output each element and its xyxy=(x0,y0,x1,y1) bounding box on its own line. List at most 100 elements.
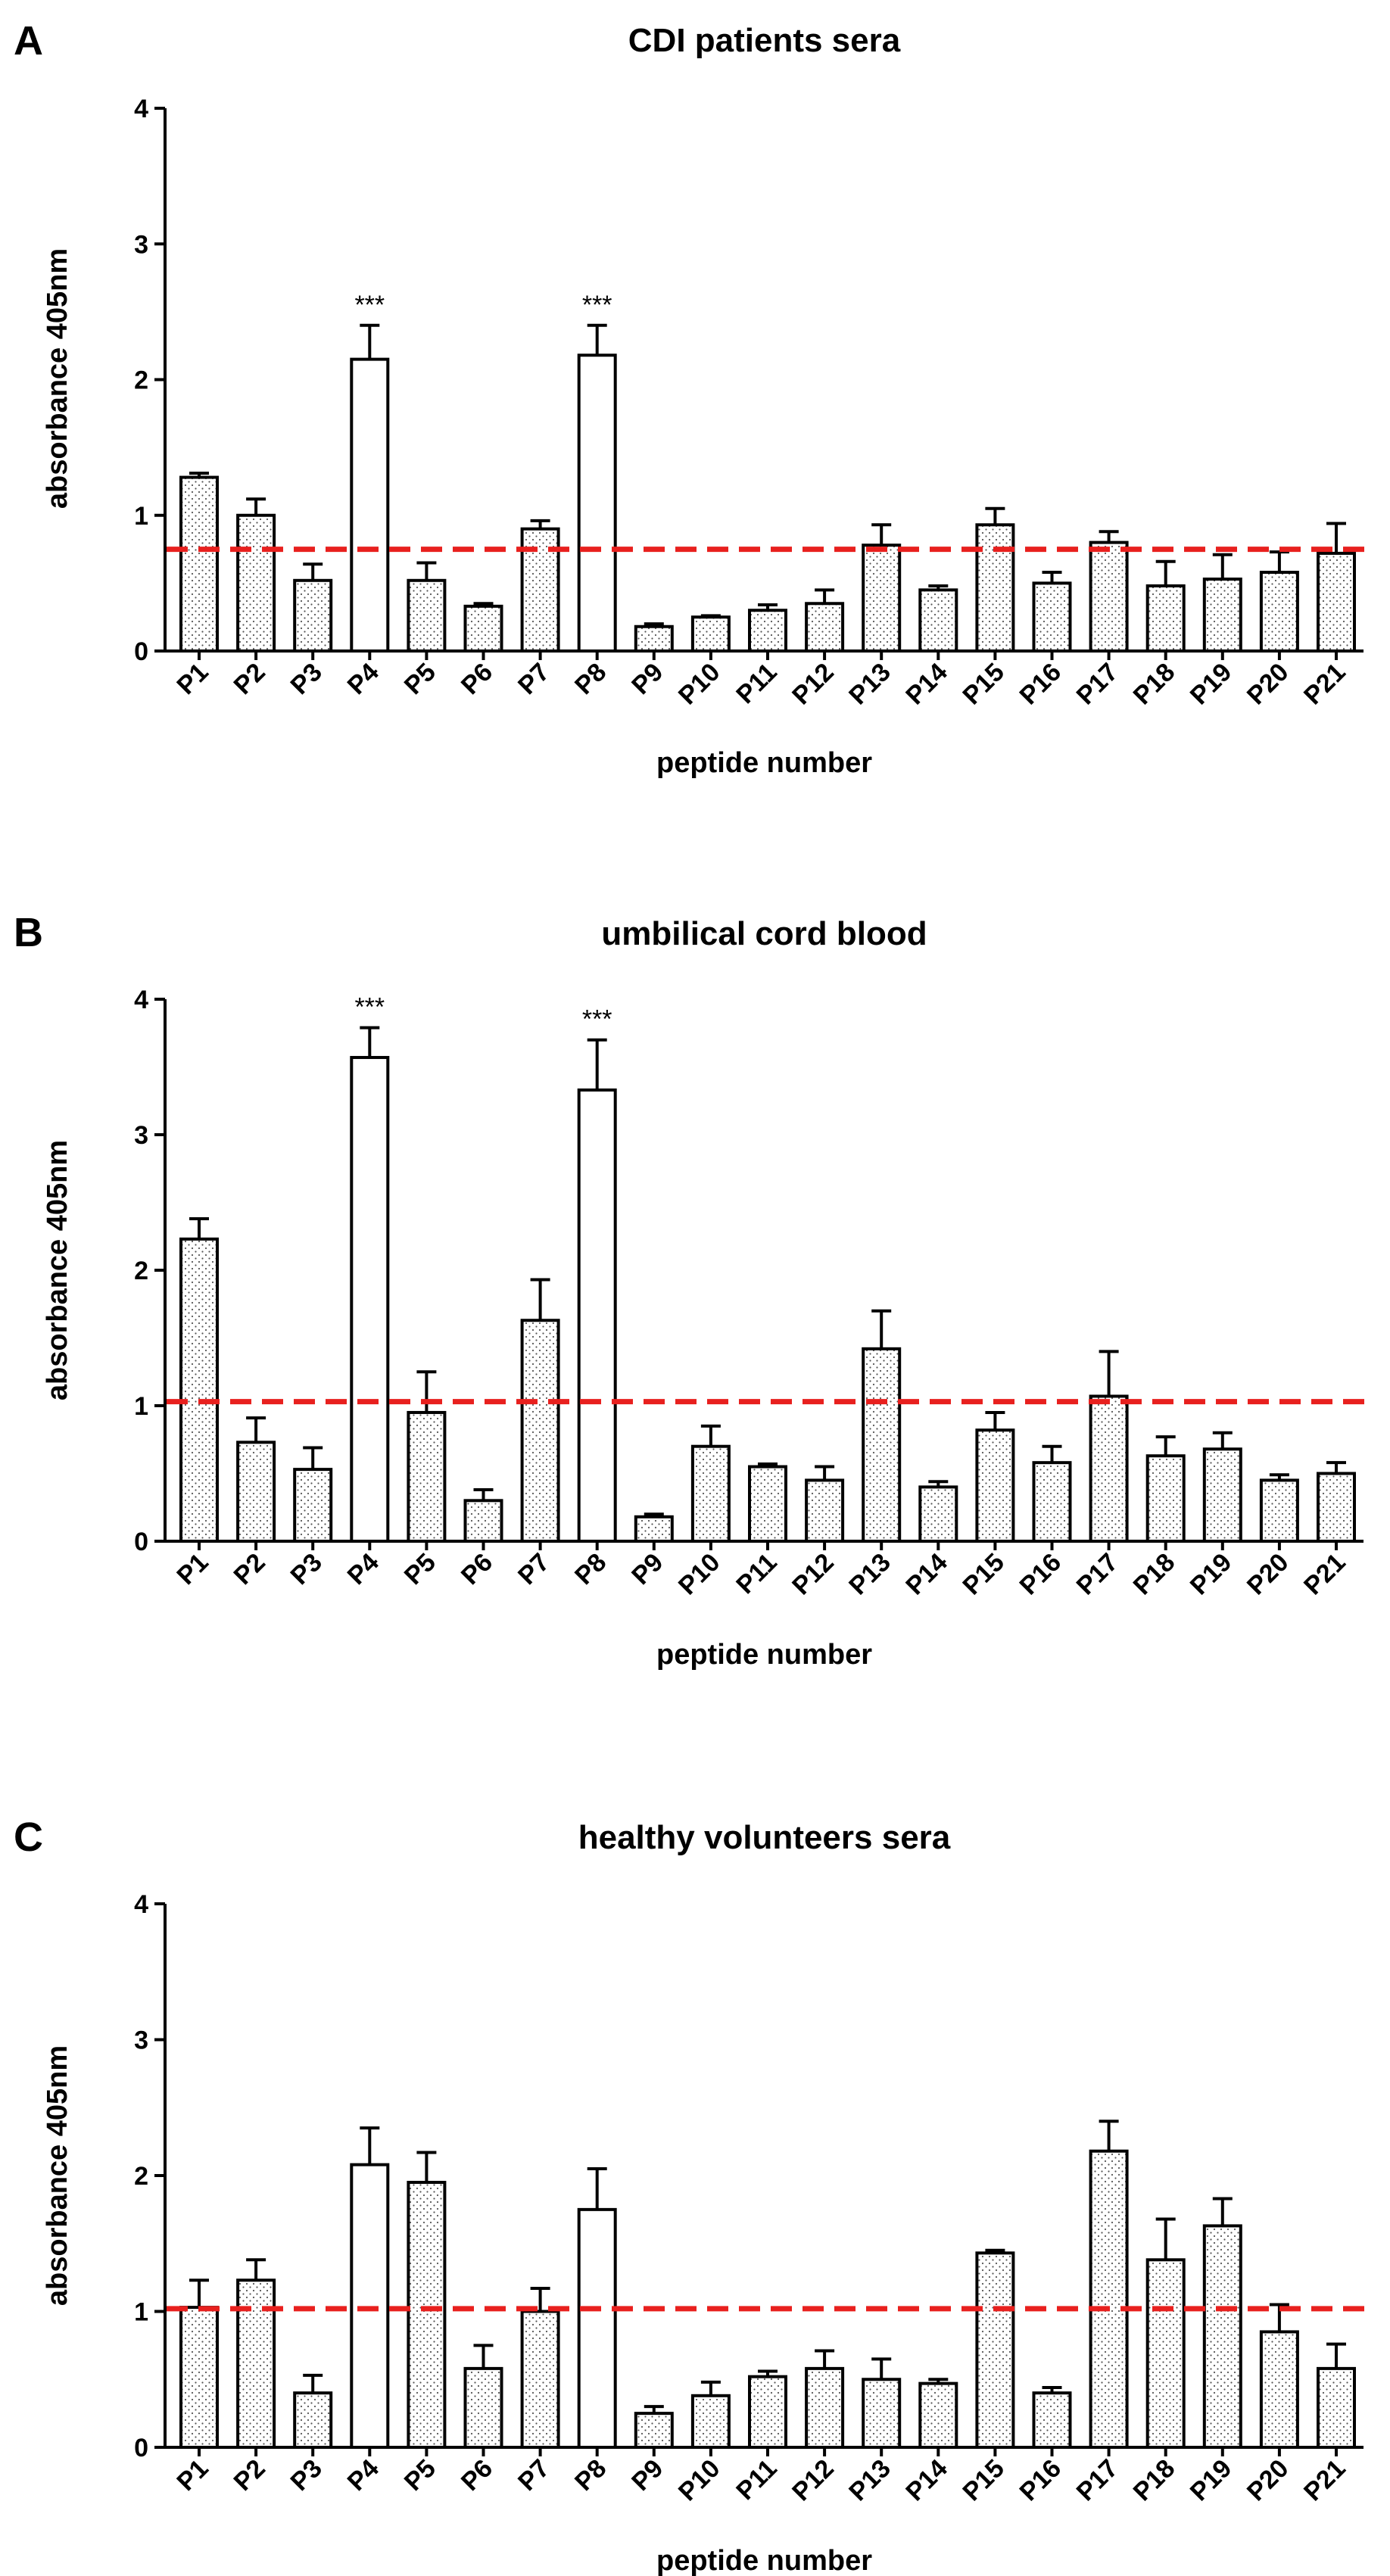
bar-p6 xyxy=(463,2366,503,2449)
significance-marker: *** xyxy=(582,291,612,319)
bar-p3 xyxy=(293,2391,333,2449)
x-tick-label: P15 xyxy=(957,1548,1010,1601)
bar-p2 xyxy=(236,513,276,653)
y-axis-label: absorbance 405nm xyxy=(42,248,73,509)
x-tick-label: P4 xyxy=(342,2454,385,2497)
x-tick-label: P14 xyxy=(900,1548,953,1601)
bar-p4 xyxy=(350,2163,390,2449)
x-tick-label: P6 xyxy=(456,2454,498,2497)
panel-letter: A xyxy=(14,18,43,64)
x-tick-label: P1 xyxy=(171,1548,213,1590)
bar-p21 xyxy=(1317,1472,1356,1543)
bar-p7 xyxy=(520,2310,560,2449)
bar-p16 xyxy=(1032,2391,1072,2449)
y-tick-label: 2 xyxy=(134,366,148,395)
x-tick-label: P21 xyxy=(1298,658,1351,711)
x-tick-label: P9 xyxy=(626,658,669,700)
bar-p14 xyxy=(918,1485,958,1543)
bar-p8 xyxy=(577,1088,617,1543)
bar-p16 xyxy=(1032,1461,1072,1543)
bar-p15 xyxy=(975,1428,1015,1543)
x-tick-label: P10 xyxy=(673,658,726,711)
y-tick-label: 1 xyxy=(134,2298,148,2327)
x-tick-label: P10 xyxy=(673,2454,726,2507)
x-tick-label: P14 xyxy=(900,2454,953,2507)
x-tick-label: P20 xyxy=(1242,658,1295,711)
x-tick-label: P18 xyxy=(1128,658,1181,711)
x-tick-label: P2 xyxy=(228,1548,270,1590)
x-tick-label: P4 xyxy=(342,1548,385,1590)
bar-p11 xyxy=(748,1465,787,1543)
y-tick-label: 2 xyxy=(134,1257,148,1285)
chart-title: healthy volunteers sera xyxy=(578,1819,951,1856)
bar-p8 xyxy=(577,354,617,653)
x-tick-label: P16 xyxy=(1014,2454,1067,2507)
bar-p19 xyxy=(1202,2224,1242,2450)
x-tick-label: P15 xyxy=(957,658,1010,711)
bar-p21 xyxy=(1317,2366,1356,2449)
bar-p8 xyxy=(577,2207,617,2449)
y-axis-label: absorbance 405nm xyxy=(42,1140,73,1400)
x-tick-label: P12 xyxy=(787,1548,840,1601)
bar-p6 xyxy=(463,604,503,653)
bar-p20 xyxy=(1259,2330,1299,2450)
x-tick-label: P8 xyxy=(569,2454,612,2497)
x-tick-label: P19 xyxy=(1185,658,1238,711)
x-tick-label: P9 xyxy=(626,1548,669,1590)
bar-p2 xyxy=(236,2279,276,2450)
bar-p5 xyxy=(407,578,447,653)
x-tick-label: P2 xyxy=(228,2454,270,2497)
y-tick-label: 0 xyxy=(134,1528,148,1556)
x-tick-label: P15 xyxy=(957,2454,1010,2507)
bar-p20 xyxy=(1259,571,1299,653)
x-tick-label: P11 xyxy=(731,2454,782,2506)
y-tick-label: 4 xyxy=(134,1890,148,1919)
x-tick-label: P14 xyxy=(900,658,953,711)
bar-p13 xyxy=(862,2378,902,2449)
bar-p19 xyxy=(1202,577,1242,653)
bar-p11 xyxy=(748,609,787,653)
y-tick-label: 3 xyxy=(134,1121,148,1150)
x-tick-label: P3 xyxy=(285,2454,328,2497)
bar-p17 xyxy=(1089,540,1129,653)
x-tick-label: P13 xyxy=(843,1548,896,1601)
x-tick-label: P11 xyxy=(731,1548,782,1599)
x-tick-label: P5 xyxy=(399,1548,441,1590)
bar-p14 xyxy=(918,588,958,653)
panel-letter: C xyxy=(14,1814,43,1860)
x-tick-label: P9 xyxy=(626,2454,669,2497)
x-tick-label: P13 xyxy=(843,658,896,711)
x-tick-label: P11 xyxy=(731,658,782,709)
bar-p15 xyxy=(975,2251,1015,2449)
significance-marker: *** xyxy=(354,993,385,1022)
x-tick-label: P18 xyxy=(1128,2454,1181,2507)
x-tick-label: P6 xyxy=(456,1548,498,1590)
x-tick-label: P21 xyxy=(1298,2454,1351,2507)
y-tick-label: 2 xyxy=(134,2162,148,2191)
bar-p18 xyxy=(1145,2258,1186,2450)
bar-p3 xyxy=(293,1468,333,1543)
x-tick-label: P21 xyxy=(1298,1548,1351,1601)
bar-p17 xyxy=(1089,1394,1129,1543)
bar-p10 xyxy=(690,615,731,653)
x-axis-label: peptide number xyxy=(656,1639,872,1671)
bar-p12 xyxy=(805,1478,845,1543)
x-tick-label: P7 xyxy=(513,1548,555,1590)
x-axis-label: peptide number xyxy=(656,2545,872,2576)
x-tick-label: P7 xyxy=(513,2454,555,2497)
chart-panel-a: A CDI patients sera absorbance 405nm peptid… xyxy=(14,18,1368,779)
x-tick-label: P8 xyxy=(569,658,612,700)
bar-p5 xyxy=(407,2180,447,2450)
bar-p2 xyxy=(236,1441,276,1543)
y-tick-label: 0 xyxy=(134,637,148,666)
bar-p14 xyxy=(918,2381,958,2450)
x-tick-label: P19 xyxy=(1185,2454,1238,2507)
y-tick-label: 4 xyxy=(134,986,148,1014)
y-tick-label: 1 xyxy=(134,502,148,531)
x-tick-label: P17 xyxy=(1071,2454,1124,2507)
bar-p9 xyxy=(634,625,674,653)
bar-p12 xyxy=(805,602,845,653)
